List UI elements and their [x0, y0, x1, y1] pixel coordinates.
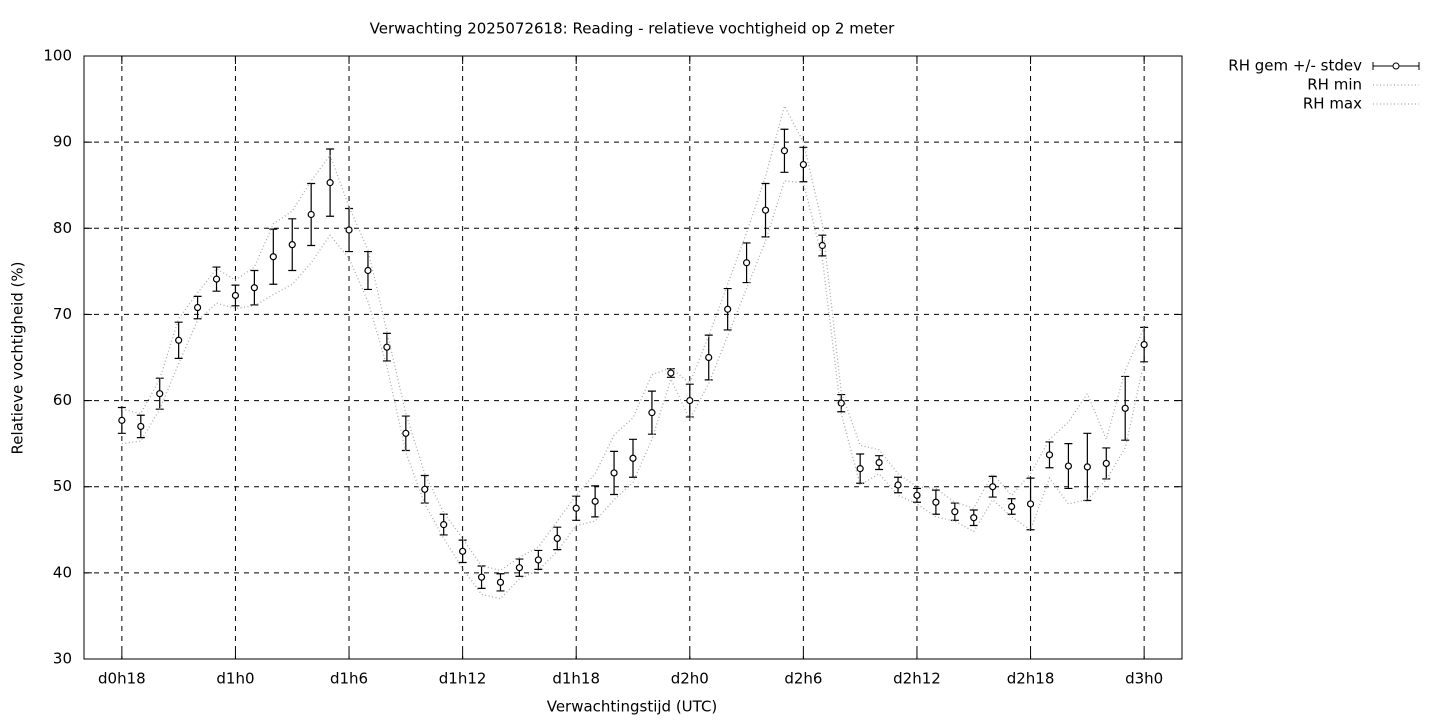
point [1083, 463, 1091, 471]
legend-label: RH gem +/- stdev [1228, 57, 1362, 75]
point [345, 226, 353, 234]
x-axis-label: Verwachtingstijd (UTC) [547, 698, 718, 716]
point [970, 514, 978, 522]
point [1026, 500, 1035, 508]
point [989, 483, 997, 491]
x-tick-label: d1h6 [330, 670, 368, 688]
x-tick-label: d1h12 [439, 670, 487, 688]
point [799, 160, 807, 169]
point [724, 305, 732, 313]
point [951, 508, 959, 516]
chart-title: Verwachting 2025072618: Reading - relati… [370, 20, 896, 38]
point [534, 556, 542, 564]
point [780, 147, 789, 155]
point [629, 454, 637, 462]
point [402, 429, 410, 437]
x-tick-label: d3h0 [1125, 670, 1163, 688]
point [288, 241, 296, 249]
point [137, 422, 145, 431]
y-tick-label: 90 [53, 133, 72, 151]
point [231, 291, 240, 300]
point [175, 336, 183, 344]
point [459, 547, 467, 555]
point [875, 458, 883, 467]
plot-border [83, 55, 1183, 660]
x-tick-label: d2h0 [671, 670, 709, 688]
point [1045, 451, 1054, 459]
x-tick-label: d0h18 [98, 670, 146, 688]
point [269, 253, 277, 261]
point [1140, 340, 1148, 349]
x-tick-label: d2h6 [784, 670, 822, 688]
point [705, 353, 713, 362]
point [837, 399, 845, 407]
point [307, 210, 315, 219]
point [326, 179, 334, 187]
point [667, 369, 675, 377]
y-tick-label: 50 [53, 477, 72, 495]
x-tick-label: d1h0 [216, 670, 254, 688]
point [894, 481, 902, 489]
line [121, 104, 1145, 571]
x-tick-label: d2h12 [893, 670, 941, 688]
y-tick-label: 70 [53, 305, 72, 323]
legend-label: RH min [1307, 76, 1362, 94]
point [156, 390, 164, 398]
point [856, 465, 864, 473]
point [591, 497, 599, 505]
line [121, 180, 1145, 600]
point [1102, 459, 1110, 468]
point [250, 284, 258, 292]
point [118, 416, 126, 424]
point [515, 564, 524, 572]
x-tick-label: d2h18 [1007, 670, 1055, 688]
point [572, 504, 580, 512]
point [553, 534, 561, 543]
point [212, 275, 221, 283]
point [761, 206, 770, 214]
y-tick-label: 30 [53, 650, 72, 668]
y-axis-label: Relatieve vochtigheid (%) [9, 261, 27, 454]
point [818, 241, 826, 250]
point [1064, 462, 1073, 470]
point [648, 409, 656, 417]
point [1008, 502, 1016, 511]
y-tick-label: 80 [53, 219, 72, 237]
point [913, 491, 921, 499]
point [496, 578, 505, 586]
point [421, 485, 429, 493]
x-tick-label: d1h18 [552, 670, 600, 688]
point [477, 573, 486, 581]
point [383, 343, 391, 351]
y-tick-label: 60 [53, 391, 72, 409]
point [364, 266, 372, 275]
point [610, 469, 618, 477]
point [932, 498, 940, 506]
y-tick-label: 100 [43, 47, 72, 65]
point [440, 521, 448, 529]
point [686, 396, 694, 405]
y-tick-label: 40 [53, 563, 72, 581]
point [193, 303, 202, 312]
legend-label: RH max [1303, 95, 1362, 113]
point [742, 259, 751, 267]
legend-swatch [1392, 62, 1400, 70]
point [1121, 404, 1129, 412]
